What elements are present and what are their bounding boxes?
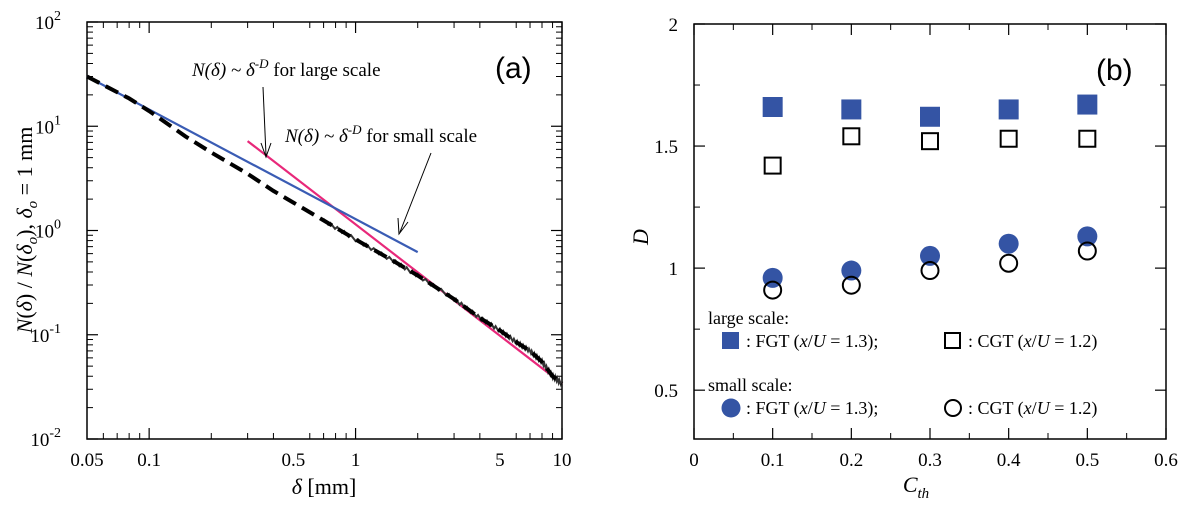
- panel-a-series: [86, 74, 564, 388]
- marker-cgt-large-scale: [999, 129, 1018, 148]
- marker-cgt-small-scale: [841, 275, 861, 295]
- marker-cgt-large-scale: [921, 132, 939, 151]
- x-tick-label: 0.1: [761, 450, 785, 471]
- marker-cgt-small-scale: [763, 280, 783, 300]
- panel-b-xlabel-main: C: [903, 472, 918, 497]
- panel-b-y-axis-label: D: [628, 229, 653, 246]
- marker-cgt-large-scale: [763, 156, 782, 175]
- x-tick-label: 0.6: [1154, 450, 1178, 471]
- x-tick-label: 0.5: [282, 450, 306, 471]
- x-tick-label: 0.5: [1075, 450, 1099, 471]
- annotation-small-arrow: [399, 152, 432, 233]
- marker-fgt-large-scale: [762, 97, 783, 117]
- marker-fgt-large-scale: [920, 106, 940, 127]
- y-tick-label: 0.5: [654, 381, 678, 402]
- y-tick-label: 100: [35, 218, 61, 243]
- legend-cgt-large-marker: [944, 332, 961, 349]
- x-tick-label: 0: [689, 450, 699, 471]
- x-tick-label: 0.05: [70, 450, 103, 471]
- marker-cgt-large-scale: [1078, 129, 1097, 148]
- annotation-large-scale: N(δ) ~ δ-D for large scale: [191, 56, 381, 81]
- marker-fgt-small-scale: [841, 260, 862, 281]
- panel-a-frame: [86, 21, 563, 440]
- x-tick-label: 10: [553, 450, 572, 471]
- annotation-small-sup: -D: [348, 122, 362, 137]
- legend-fgt-small-text: : FGT (x/U = 1.3);: [746, 398, 878, 419]
- marker-cgt-small-scale: [920, 261, 940, 281]
- annotation-large-arrow: [262, 86, 267, 156]
- annotation-small-arrowhead: [397, 217, 409, 236]
- y-tick-label: 1.5: [654, 137, 678, 158]
- x-tick-label: 1: [351, 450, 361, 471]
- marker-cgt-small-scale: [999, 253, 1019, 273]
- panel-b-ticks: [693, 23, 1167, 439]
- marker-fgt-small-scale: [998, 233, 1019, 254]
- panel-a-ticks: [87, 21, 563, 440]
- annotation-small-base: N(δ) ~ δ: [284, 126, 349, 147]
- fit-line-large-scale: [86, 75, 419, 254]
- x-tick-label: 0.3: [918, 450, 942, 471]
- y-tick-label: 102: [35, 9, 61, 34]
- marker-fgt-small-scale: [1077, 226, 1098, 247]
- y-tick-label: 10-2: [30, 426, 61, 451]
- x-tick-label: 0.2: [839, 450, 863, 471]
- legend-fgt-large-text: : FGT (x/U = 1.3);: [746, 331, 878, 352]
- panel-b-label: (b): [1096, 54, 1133, 87]
- panel-b-series: [762, 94, 1098, 300]
- x-tick-label: 0.1: [137, 450, 161, 471]
- panel-b-xlabel-sub: th: [918, 486, 930, 502]
- marker-fgt-small-scale: [920, 245, 940, 266]
- annotation-large-arrowhead: [260, 142, 272, 159]
- panel-a-x-axis-label: δ [mm]: [292, 474, 357, 499]
- marker-cgt-small-scale: [1077, 241, 1097, 261]
- panel-b-legend: large scale: : FGT (x/U = 1.3); : CGT (x…: [708, 308, 1097, 419]
- panel-a-label: (a): [495, 52, 532, 85]
- panel-a-y-tick-labels: 10-2 10-1 100 101 102: [30, 9, 61, 451]
- x-tick-label: 5: [495, 450, 505, 471]
- panel-b: 0 0.1 0.2 0.3 0.4 0.5 0.6 0.5 1 1.5 2 (b) Cth D l…: [628, 15, 1178, 502]
- legend-large-scale-label: large scale:: [708, 308, 789, 328]
- panel-b-y-tick-labels: 0.5 1 1.5 2: [654, 15, 678, 402]
- panel-b-x-tick-labels: 0 0.1 0.2 0.3 0.4 0.5 0.6: [689, 450, 1178, 471]
- legend-fgt-small-marker: [721, 398, 741, 418]
- annotation-small-scale: N(δ) ~ δ-D for small scale: [284, 122, 477, 147]
- marker-fgt-large-scale: [841, 99, 862, 120]
- x-tick-label: 0.4: [997, 450, 1021, 471]
- y-tick-label: 2: [669, 15, 679, 36]
- legend-cgt-small-text: : CGT (x/U = 1.2): [968, 398, 1097, 419]
- panel-a-x-tick-labels: 0.05 0.1 0.5 1 5 10: [70, 450, 571, 471]
- fit-line-small-scale: [246, 140, 563, 385]
- marker-cgt-large-scale: [842, 127, 861, 146]
- annotation-large-sup: -D: [255, 56, 269, 71]
- annotation-large-suffix: for large scale: [269, 60, 381, 81]
- legend-fgt-large-marker: [722, 332, 739, 349]
- legend-small-scale-label: small scale:: [708, 375, 792, 395]
- panel-a: 0.05 0.1 0.5 1 5 10 10-2 10-1 100 101 102 (a) N(δ…: [12, 9, 572, 499]
- y-tick-label: 101: [35, 113, 61, 138]
- marker-fgt-large-scale: [998, 99, 1019, 120]
- legend-cgt-small-marker: [944, 399, 962, 417]
- annotation-small-suffix: for small scale: [362, 126, 478, 147]
- panel-b-x-axis-label: Cth: [903, 472, 929, 502]
- y-tick-label: 10-1: [30, 322, 61, 347]
- y-tick-label: 1: [669, 259, 679, 280]
- marker-fgt-large-scale: [1077, 94, 1098, 115]
- annotation-large-base: N(δ) ~ δ: [191, 60, 256, 81]
- legend-cgt-large-text: : CGT (x/U = 1.2): [968, 331, 1097, 352]
- data-line-dashed: [86, 74, 564, 386]
- panel-a-y-axis-label: N(δ) / N(δo), δo = 1 mm: [12, 127, 41, 335]
